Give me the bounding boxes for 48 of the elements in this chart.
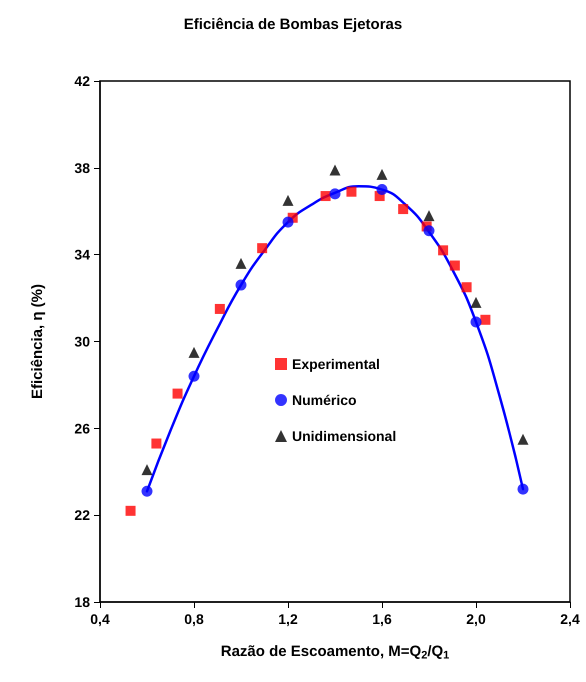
point xyxy=(330,164,340,176)
y-tick-label: 34 xyxy=(74,246,90,263)
x-tick-label: 2,0 xyxy=(466,611,486,627)
x-tick-label: 1,2 xyxy=(278,611,298,627)
y-tick-label: 22 xyxy=(74,507,90,524)
y-tick-label: 38 xyxy=(74,160,90,176)
point xyxy=(126,506,136,516)
point xyxy=(142,486,152,497)
point xyxy=(257,243,268,254)
point xyxy=(236,280,246,291)
y-tick-label: 42 xyxy=(74,73,90,89)
point xyxy=(462,282,472,292)
point xyxy=(470,296,482,308)
x-tick-label: 1,6 xyxy=(372,611,392,627)
point xyxy=(320,191,331,202)
y-tick-label: 26 xyxy=(74,420,90,436)
x-tick-label: 2,4 xyxy=(560,611,580,627)
legend-label: Numérico xyxy=(292,392,357,408)
point xyxy=(438,245,448,256)
point xyxy=(376,168,388,180)
legend-label: Experimental xyxy=(292,356,380,372)
point xyxy=(236,258,246,269)
point xyxy=(480,314,490,325)
x-tick-label: 0,4 xyxy=(90,611,110,627)
chart-title: Eficiência de Bombas Ejetoras xyxy=(184,16,402,33)
point xyxy=(282,194,294,206)
y-axis-title: Eficiência, η (%) xyxy=(29,284,46,400)
point xyxy=(330,188,340,200)
point xyxy=(450,260,460,271)
point xyxy=(188,370,200,382)
point xyxy=(376,184,388,196)
point xyxy=(424,225,434,236)
point xyxy=(518,434,528,445)
y-tick-label: 30 xyxy=(74,334,90,350)
y-tick-label: 18 xyxy=(74,594,90,610)
point xyxy=(346,186,356,197)
point xyxy=(282,216,294,228)
point xyxy=(470,316,482,328)
point xyxy=(518,484,528,495)
point xyxy=(188,346,200,358)
point xyxy=(214,304,225,314)
legend-label: Unidimensional xyxy=(292,428,396,444)
point xyxy=(151,438,162,449)
point xyxy=(142,464,152,476)
point xyxy=(172,388,183,399)
point xyxy=(398,204,408,214)
point xyxy=(424,210,434,222)
x-tick-label: 0,8 xyxy=(184,611,204,627)
